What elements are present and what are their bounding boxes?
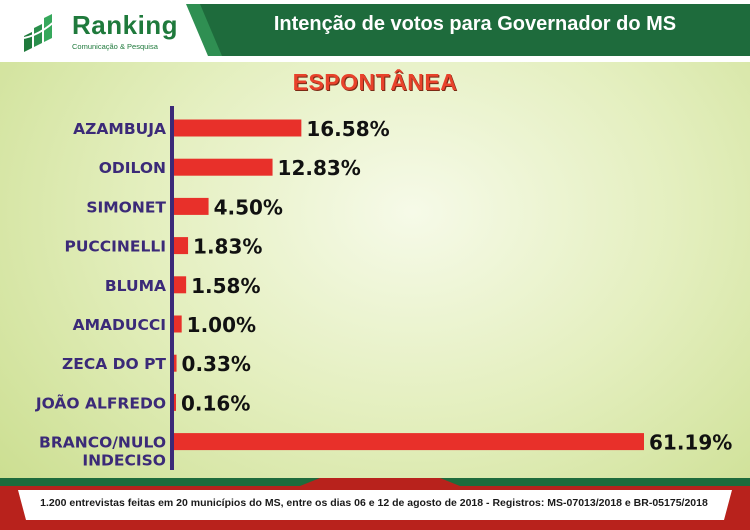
category-label-8: BRANCO/NULO INDECISO: [39, 434, 166, 470]
value-label-5: 1.00%: [187, 313, 256, 337]
bar-5: [174, 315, 182, 333]
category-label-0: AZAMBUJA: [73, 120, 166, 138]
bar-0: [174, 119, 302, 137]
category-label-4: BLUMA: [105, 277, 166, 295]
value-label-0: 16.58%: [306, 117, 389, 141]
bar-3: [174, 237, 189, 255]
bar-chart: AZAMBUJA 16.58% ODILON 12.83% SIMONET 4.50% PU…: [35, 106, 732, 470]
bar-4: [174, 276, 187, 294]
header-shape: [0, 0, 750, 62]
category-label-7: JOÃO ALFREDO: [35, 393, 166, 412]
bar-8: [174, 433, 644, 451]
logo-wordmark: Ranking: [72, 10, 179, 40]
header-banner: Ranking Comunicação & Pesquisa Intenção …: [0, 0, 750, 62]
category-label-3: PUCCINELLI: [64, 238, 166, 256]
bar-1: [174, 158, 273, 176]
category-label-5: AMADUCCI: [73, 316, 166, 334]
category-label-2: SIMONET: [86, 198, 166, 216]
category-label-1: ODILON: [99, 159, 166, 177]
page-title: Intenção de votos para Governador do MS: [273, 13, 677, 35]
logo-tagline: Comunicação & Pesquisa: [72, 42, 158, 51]
bar-6: [174, 354, 177, 372]
bar-2: [174, 197, 209, 215]
footer-shape: [0, 478, 750, 530]
ranking-logo-icon: [23, 11, 65, 52]
value-label-7: 0.16%: [181, 391, 250, 415]
value-label-3: 1.83%: [193, 235, 262, 259]
value-label-2: 4.50%: [214, 195, 283, 219]
value-label-1: 12.83%: [278, 156, 361, 180]
chart-title: ESPONTÂNEA: [292, 69, 458, 95]
category-label-6: ZECA DO PT: [62, 355, 166, 373]
value-label-6: 0.33%: [182, 352, 251, 376]
footer-note: 1.200 entrevistas feitas em 20 município…: [40, 497, 708, 509]
value-label-8: 61.19%: [649, 431, 732, 455]
footer-banner: 1.200 entrevistas feitas em 20 município…: [0, 478, 750, 530]
bar-7: [174, 393, 176, 411]
value-label-4: 1.58%: [191, 274, 260, 298]
ranking-logo: Ranking Comunicação & Pesquisa: [22, 8, 182, 56]
